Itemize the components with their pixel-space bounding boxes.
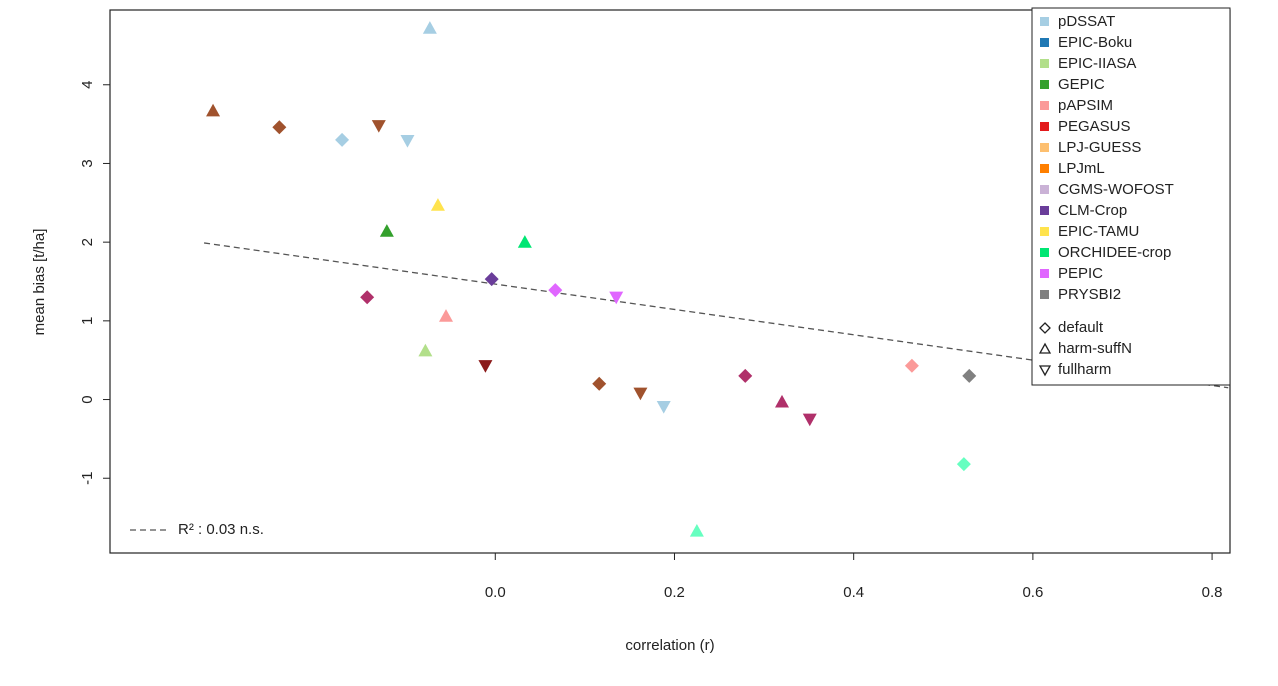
legend-marker: [1038, 365, 1052, 377]
point: [656, 401, 671, 414]
legend-label: GEPIC: [1058, 76, 1105, 93]
point: [379, 224, 394, 237]
point: [904, 358, 919, 373]
legend-label: pDSSAT: [1058, 13, 1115, 30]
x-tick-label: 0.2: [664, 584, 685, 601]
legend-swatch: [1040, 227, 1049, 236]
legend-swatch: [1040, 17, 1049, 26]
point: [478, 360, 493, 373]
legend-label: EPIC-TAMU: [1058, 223, 1139, 240]
legend-swatch: [1040, 248, 1049, 257]
legend-swatch: [1040, 164, 1049, 173]
point: [335, 132, 350, 147]
legend-swatch: [1040, 290, 1049, 299]
legend-swatch: [1040, 206, 1049, 215]
x-tick-label: 0.4: [843, 584, 864, 601]
point: [517, 235, 532, 248]
legend-marker: [1039, 322, 1051, 334]
y-tick-label: 3: [79, 159, 96, 167]
legend-label: EPIC-IIASA: [1058, 55, 1136, 72]
legend-swatch: [1040, 101, 1049, 110]
y-tick-label: 2: [79, 238, 96, 246]
legend-label: CGMS-WOFOST: [1058, 181, 1174, 198]
legend-label: CLM-Crop: [1058, 202, 1127, 219]
point: [962, 368, 977, 383]
point: [439, 309, 453, 322]
legend-label: pAPSIM: [1058, 97, 1113, 114]
x-tick-label: 0.0: [485, 584, 506, 601]
x-tick-label: 0.6: [1022, 584, 1043, 601]
point: [418, 343, 433, 357]
point: [775, 394, 789, 408]
point: [422, 21, 437, 34]
point: [272, 120, 287, 135]
y-axis-label: mean bias [t/ha]: [31, 229, 48, 336]
x-axis-label: correlation (r): [625, 637, 714, 654]
point: [738, 368, 753, 383]
point: [689, 523, 704, 537]
point: [484, 272, 499, 287]
legend-swatch: [1040, 185, 1049, 194]
point: [430, 198, 445, 211]
y-tick-label: 4: [79, 81, 96, 89]
point: [633, 387, 648, 401]
legend-label: default: [1058, 319, 1104, 336]
legend-label: LPJmL: [1058, 160, 1105, 177]
point: [548, 283, 563, 298]
legend-label: EPIC-Boku: [1058, 34, 1132, 51]
point: [371, 120, 386, 133]
fit-label: R² : 0.03 n.s.: [178, 521, 264, 538]
point: [206, 103, 221, 117]
legend-label: PRYSBI2: [1058, 286, 1121, 303]
legend-label: harm-suffN: [1058, 340, 1132, 357]
legend-label: PEGASUS: [1058, 118, 1131, 135]
legend-label: ORCHIDEE-crop: [1058, 244, 1171, 261]
y-tick-label: 0: [79, 395, 96, 403]
x-tick-label: 0.8: [1202, 584, 1223, 601]
point: [592, 376, 607, 391]
point: [609, 291, 624, 305]
legend-label: fullharm: [1058, 361, 1111, 378]
legend-marker: [1038, 342, 1052, 354]
legend-swatch: [1040, 269, 1049, 278]
legend-swatch: [1040, 59, 1049, 68]
legend-swatch: [1040, 143, 1049, 152]
y-tick-label: -1: [79, 472, 96, 485]
legend-swatch: [1040, 38, 1049, 47]
point: [802, 413, 817, 427]
y-tick-label: 1: [79, 317, 96, 325]
legend-frame: [1031, 7, 1231, 386]
point: [400, 135, 415, 148]
legend-label: LPJ-GUESS: [1058, 139, 1141, 156]
point: [956, 457, 971, 472]
point: [360, 290, 375, 305]
legend-swatch: [1040, 122, 1049, 131]
legend-label: PEPIC: [1058, 265, 1103, 282]
legend-swatch: [1040, 80, 1049, 89]
